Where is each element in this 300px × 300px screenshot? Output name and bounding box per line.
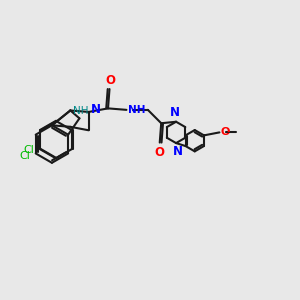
Text: O: O <box>221 127 230 137</box>
Text: O: O <box>105 74 116 87</box>
Text: —: — <box>224 127 234 137</box>
Text: NH: NH <box>128 106 146 116</box>
Text: N: N <box>91 103 101 116</box>
Text: N: N <box>169 106 180 119</box>
Text: N: N <box>172 146 183 158</box>
Text: Cl: Cl <box>23 145 34 155</box>
Text: NH: NH <box>73 106 89 116</box>
Text: Cl: Cl <box>20 151 30 161</box>
Text: O: O <box>154 146 164 158</box>
